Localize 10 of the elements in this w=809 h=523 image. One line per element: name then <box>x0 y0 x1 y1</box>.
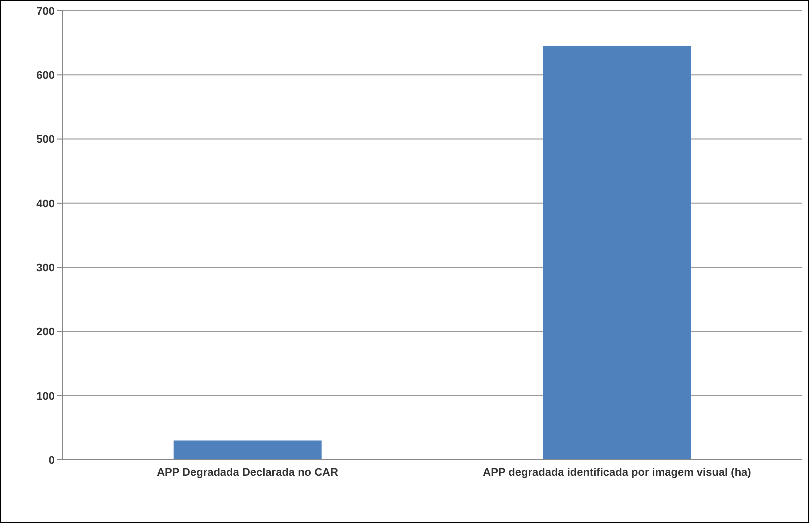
y-tick-label: 0 <box>48 454 55 467</box>
y-tick-label: 600 <box>36 70 55 82</box>
y-tick-label: 700 <box>36 6 55 18</box>
y-tick-label: 200 <box>36 326 55 339</box>
x-tick-label: APP degradada identificada por imagem visual (ha) <box>483 466 752 479</box>
x-tick-label: APP Degradada Declarada no CAR <box>157 466 338 479</box>
y-tick-label: 500 <box>36 134 55 146</box>
y-tick-label: 300 <box>36 262 55 274</box>
y-tick-label: 400 <box>36 198 55 210</box>
y-tick-label: 100 <box>36 390 55 403</box>
